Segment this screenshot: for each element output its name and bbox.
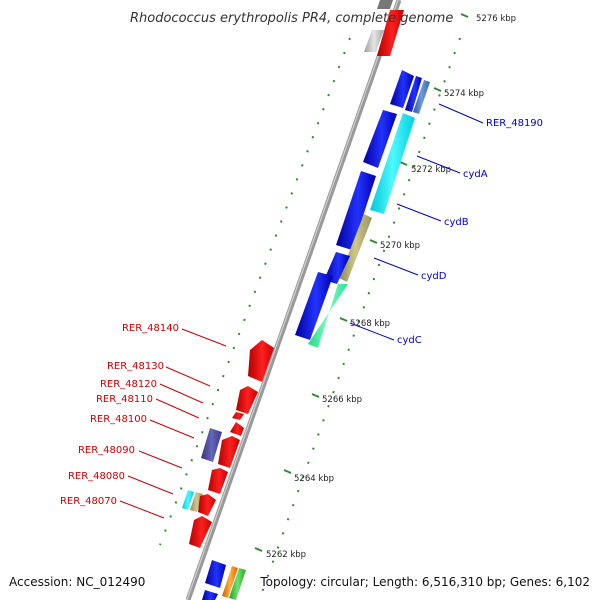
kbp-label: 5274 kbp [444,89,484,99]
gene-forward[interactable] [229,568,246,600]
gene-forward[interactable] [370,113,415,214]
genome-summary-text: Topology: circular; Length: 6,516,310 bp… [259,575,590,589]
leader-line [155,398,200,419]
gene-forward[interactable] [202,590,218,600]
leader-line [416,155,461,174]
accession-text: Accession: NC_012490 [9,575,145,589]
leader-line [396,203,442,222]
kbp-tick [311,393,320,398]
gene-label-reverse[interactable]: RER_48070 [60,496,117,507]
kbp-tick [283,469,292,474]
kbp-label: 5268 kbp [350,319,390,329]
gene-reverse[interactable] [230,422,244,436]
gene-reverse[interactable] [218,436,240,468]
gene-forward[interactable] [390,70,414,108]
gene-forward[interactable] [413,80,430,114]
gene-forward[interactable] [364,30,384,52]
dotted-track-inner [159,37,351,546]
gene-label-forward[interactable]: cydA [463,169,488,180]
leader-line [159,383,204,404]
kbp-label: 5270 kbp [380,241,420,251]
kbp-label: 5262 kbp [266,550,306,560]
leader-line [181,328,227,347]
gene-forward[interactable] [339,214,372,282]
kbp-label: 5276 kbp [476,14,516,24]
gene-forward[interactable] [308,284,348,348]
genome-backbone-highlight [186,0,399,600]
leader-line [119,500,165,519]
gene-label-reverse[interactable]: RER_48130 [107,361,164,372]
gene-label-reverse[interactable]: RER_48110 [96,394,153,405]
kbp-label: 5266 kbp [322,395,362,405]
gene-label-forward[interactable]: cydC [397,335,422,346]
gene-reverse[interactable] [232,412,244,420]
gene-forward[interactable] [222,566,238,598]
dotted-track-outer [259,37,461,599]
gene-reverse[interactable] [189,516,212,548]
gene-forward[interactable] [405,76,422,112]
kbp-tick [369,239,378,244]
gene-label-forward[interactable]: RER_48190 [486,118,543,129]
kbp-tick [460,13,469,18]
gene-reverse[interactable] [190,492,203,512]
leader-line [349,322,395,341]
leader-line [438,103,484,124]
gene-reverse[interactable] [248,340,274,382]
gene-label-reverse[interactable]: RER_48080 [68,471,125,482]
kbp-tick [399,161,408,166]
kbp-tick [254,547,263,552]
gene-label-reverse[interactable]: RER_48100 [90,414,147,425]
kbp-label: 5272 kbp [411,165,451,175]
kbp-tick [339,317,348,322]
gene-forward[interactable] [295,272,333,340]
leader-line [138,450,183,469]
gene-reverse[interactable] [236,386,258,414]
leader-line [149,419,195,439]
gene-forward[interactable] [205,560,226,588]
gene-label-reverse[interactable]: RER_48090 [78,445,135,456]
kbp-tick [433,87,442,92]
leader-line [127,475,174,495]
gene-label-forward[interactable]: cydD [421,271,447,282]
map-title: Rhodococcus erythropolis PR4, complete g… [130,11,453,26]
genome-backbone [185,0,402,600]
gene-label-forward[interactable]: cydB [444,217,469,228]
gene-forward[interactable] [336,171,376,250]
kbp-label: 5264 kbp [294,474,334,484]
leader-line [165,366,211,387]
gene-label-reverse[interactable]: RER_48120 [100,379,157,390]
gene-reverse[interactable] [201,428,222,462]
gene-reverse[interactable] [198,494,216,516]
leader-line [373,257,419,276]
gene-label-reverse[interactable]: RER_48140 [122,323,179,334]
gene-forward[interactable] [363,110,397,168]
gene-forward[interactable] [377,10,404,56]
gene-reverse[interactable] [208,468,228,494]
gene-reverse[interactable] [182,490,194,510]
gene-forward[interactable] [377,0,393,9]
